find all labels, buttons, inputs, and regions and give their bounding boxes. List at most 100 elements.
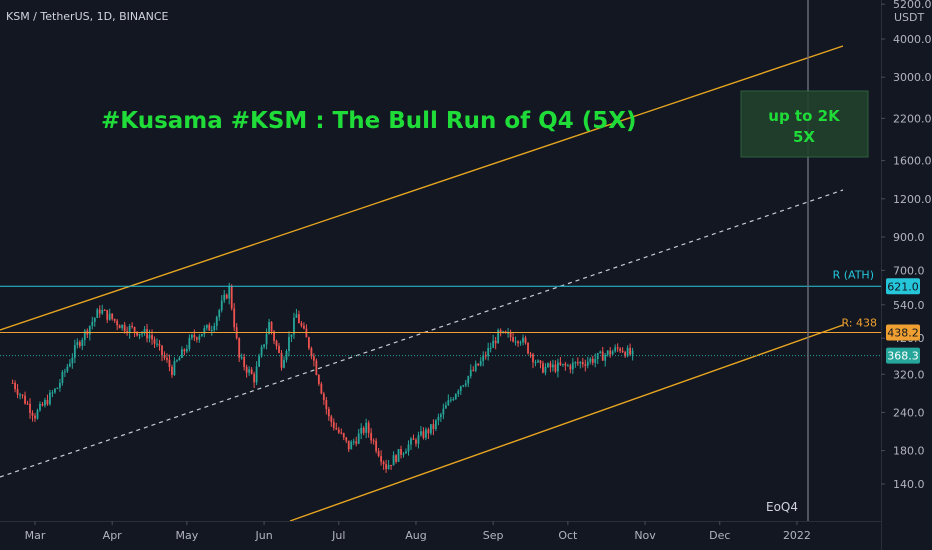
candle-body: [193, 334, 196, 338]
candle-body: [619, 348, 622, 351]
drawings-layer: R (ATH) R: 438 EoQ4 #Kusama #KSM : The Bull…: [0, 0, 881, 522]
candle-body: [218, 310, 221, 318]
candle-body: [166, 357, 168, 360]
candle-body: [561, 363, 564, 365]
candle-body: [63, 371, 66, 373]
ath-price-tag: 621.0: [887, 280, 919, 293]
candle-body: [208, 324, 211, 331]
candle-body: [34, 415, 36, 419]
candle-body: [392, 455, 395, 466]
candle-body: [268, 322, 270, 335]
candle-body: [288, 336, 290, 352]
candle-body: [116, 320, 119, 326]
y-tick-label: 3000.0: [893, 71, 932, 84]
candle-body: [519, 342, 522, 344]
candle-body: [240, 357, 243, 359]
candle-body: [59, 382, 61, 388]
candle-body: [156, 343, 158, 345]
candle-body: [178, 357, 181, 361]
candle-body: [21, 394, 24, 396]
candle-body: [161, 345, 163, 356]
x-tick-label: Dec: [709, 529, 730, 542]
candle-body: [544, 366, 547, 373]
candle-body: [303, 325, 305, 329]
candle-body: [293, 317, 295, 335]
candle-body: [83, 330, 86, 340]
candle-body: [420, 431, 422, 436]
candle-body: [534, 362, 537, 364]
candle-body: [469, 369, 472, 377]
price-axis[interactable]: 5200.0 4000.0 3000.0 2200.0 1600.0 1200.0 900.…: [881, 0, 932, 491]
candle-body: [183, 349, 186, 352]
candle-body: [225, 294, 228, 299]
candle-body: [439, 414, 442, 417]
y-tick-label: 540.0: [893, 299, 925, 312]
candle-body: [54, 388, 56, 393]
x-tick-label: Jun: [254, 529, 272, 542]
candle-body: [190, 334, 193, 338]
candle-body: [345, 437, 348, 441]
candle-body: [509, 332, 512, 338]
candle-body: [146, 329, 148, 339]
candle-body: [76, 342, 79, 346]
candle-body: [497, 330, 500, 344]
candle-body: [275, 340, 278, 346]
candle-body: [355, 441, 358, 444]
candle-body: [454, 394, 457, 400]
target-text-line1: up to 2K: [768, 107, 841, 125]
candle-body: [253, 374, 256, 383]
candle-body: [479, 360, 482, 366]
candle-body: [557, 362, 559, 372]
candle-body: [61, 371, 64, 383]
candle-body: [106, 309, 109, 320]
candle-body: [56, 387, 59, 389]
candle-body: [153, 339, 156, 344]
candle-body: [176, 360, 178, 362]
symbol-label: KSM / TetherUS, 1D, BINANCE: [6, 10, 169, 23]
y-tick-label: 240.0: [893, 406, 925, 419]
candle-body: [215, 317, 218, 326]
candle-body: [467, 376, 470, 384]
candle-body: [457, 390, 460, 395]
candle-body: [616, 347, 619, 349]
candle-body: [357, 433, 360, 444]
time-axis[interactable]: Mar Apr May Jun Jul Aug Sep Oct Nov Dec 2022: [25, 521, 811, 542]
candle-body: [136, 331, 138, 336]
candle-body: [452, 399, 455, 401]
candle-body: [131, 326, 134, 328]
candle-body: [626, 347, 629, 357]
candle-body: [280, 352, 283, 368]
candle-body: [248, 369, 251, 373]
candle-body: [29, 403, 31, 413]
candle-body: [494, 340, 497, 344]
candle-body: [335, 427, 338, 430]
candle-body: [472, 369, 475, 371]
candle-body: [449, 399, 452, 401]
y-tick-label: 140.0: [893, 478, 925, 491]
candle-body: [340, 432, 343, 434]
candle-body: [71, 357, 74, 364]
candle-body: [584, 364, 587, 366]
candle-body: [273, 331, 275, 341]
y-tick-label: 180.0: [893, 445, 925, 458]
y-tick-label: 700.0: [893, 264, 925, 277]
candle-body: [181, 349, 183, 358]
candle-body: [195, 337, 198, 340]
candle-body: [427, 429, 430, 434]
candle-body: [73, 345, 76, 358]
candle-body: [589, 358, 592, 362]
candle-body: [245, 367, 248, 373]
candle-body: [417, 435, 420, 444]
y-tick-label: 1600.0: [893, 155, 932, 168]
candle-body: [26, 403, 29, 405]
candle-body: [624, 352, 627, 357]
candle-body: [198, 336, 201, 340]
candle-body: [312, 356, 315, 361]
candle-body: [606, 350, 609, 355]
candle-body: [614, 347, 617, 352]
candle-body: [350, 441, 353, 450]
candle-body: [96, 309, 99, 318]
x-tick-label: Jul: [331, 529, 345, 542]
candle-body: [527, 342, 529, 354]
